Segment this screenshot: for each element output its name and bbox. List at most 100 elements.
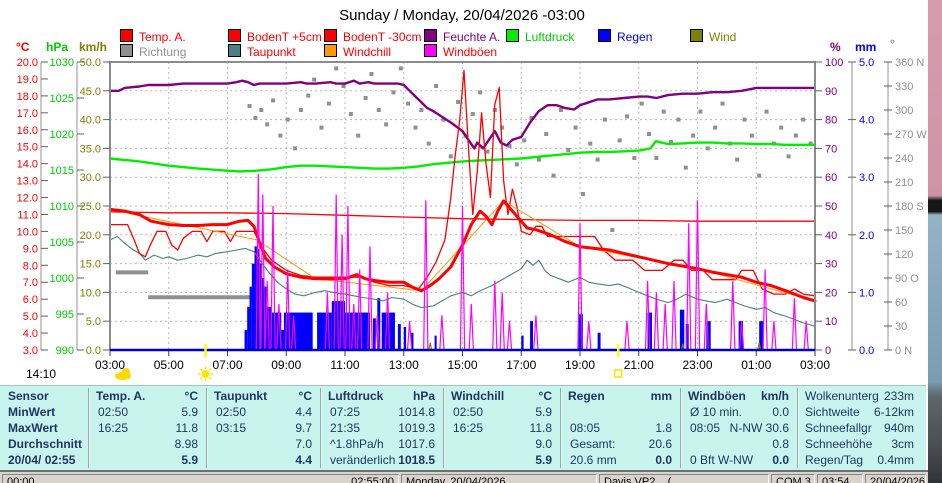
table-cell-value: 4.4 <box>295 405 312 419</box>
table-cell-value: 5.9 <box>181 453 198 467</box>
legend-label: Temp. A. <box>139 30 186 44</box>
svg-text:4.0: 4.0 <box>23 328 38 340</box>
table-cell-value: 1019.3 <box>398 421 435 435</box>
table-col-unit: °C <box>538 389 552 403</box>
series-wind <box>109 342 816 351</box>
svg-text:16.0: 16.0 <box>17 125 38 137</box>
svg-text:35.0: 35.0 <box>80 143 101 155</box>
table-column-divider <box>797 388 798 468</box>
table-cell-time: 0 Bft W-NW <box>690 453 754 467</box>
svg-text:03:00: 03:00 <box>95 358 125 372</box>
table-cell-time: 16:25 <box>98 421 129 435</box>
svg-text:15.0: 15.0 <box>80 259 101 271</box>
table-col-unit: °C <box>184 389 198 403</box>
statusbar-time-range: 00:00 02:55:00 <box>2 474 399 483</box>
svg-text:5.0: 5.0 <box>23 311 38 323</box>
svg-text:20: 20 <box>825 287 837 299</box>
sunshine-cloud-icon <box>115 368 131 380</box>
table-column-divider <box>88 388 89 468</box>
sunshine-duration-label: 14:10 <box>26 367 57 381</box>
table-row-label: 20/04/ 02:55 <box>8 453 76 467</box>
table-cell-value: 1018.5 <box>398 453 435 467</box>
svg-text:80: 80 <box>825 115 837 127</box>
table-cell-value: 0.8 <box>772 437 789 451</box>
table-column-divider <box>443 388 444 468</box>
svg-text:120: 120 <box>895 249 913 261</box>
legend-item-feuchte-a-: Feuchte A. <box>424 29 500 44</box>
table-cell-value: 20.6 <box>648 437 672 451</box>
legend-item-richtung: Richtung <box>120 44 186 59</box>
svg-text:180 S: 180 S <box>895 201 924 213</box>
svg-text:05:00: 05:00 <box>154 358 184 372</box>
table-cell-time: ^1.8hPa/h <box>330 437 384 451</box>
svg-text:15.0: 15.0 <box>17 142 38 154</box>
table-col-header: Windchill <box>451 389 505 403</box>
svg-text:3.0: 3.0 <box>23 345 38 357</box>
svg-text:13:00: 13:00 <box>389 358 419 372</box>
table-cell-time: 02:50 <box>216 405 247 419</box>
legend-label: Taupunkt <box>247 45 296 59</box>
svg-text:30: 30 <box>825 259 837 271</box>
svg-text:50.0: 50.0 <box>80 57 101 69</box>
svg-text:1030: 1030 <box>50 57 74 69</box>
table-col-unit: mm <box>650 389 672 403</box>
svg-text:21:00: 21:00 <box>624 358 654 372</box>
legend-swatch <box>120 44 133 57</box>
svg-text:10.0: 10.0 <box>80 287 101 299</box>
svg-text:0: 0 <box>825 345 831 357</box>
svg-text:300: 300 <box>895 105 913 117</box>
legend-item-temp-a-: Temp. A. <box>120 29 186 44</box>
table-row-label: Durchschnitt <box>8 437 83 451</box>
svg-text:12.0: 12.0 <box>17 193 38 205</box>
series-temp-a- <box>108 199 817 303</box>
legend-item-windchill: Windchill <box>324 44 391 59</box>
svg-text:270 W: 270 W <box>895 129 927 141</box>
info-value: 940m <box>883 421 914 435</box>
table-col-header: Temp. A. <box>96 389 146 403</box>
legend-swatch <box>598 29 611 42</box>
svg-text:8.0: 8.0 <box>23 260 38 272</box>
info-value: 6-12km <box>873 405 914 419</box>
weather-chart-canvas[interactable]: 20.0 19.0 18.0 17.0 16.0 15.0 14.0 13.0 12.0 11.0… <box>0 0 942 400</box>
axis-title-celsius: °C <box>16 40 30 54</box>
svg-text:03:00: 03:00 <box>800 358 830 372</box>
x-axis: 03:00 05:00 07:00 09:00 11:00 13:00 15:00 17:00… <box>95 351 830 372</box>
info-value: 233m <box>883 389 914 403</box>
table-cell-value: 4.4 <box>295 453 312 467</box>
legend-item-bodent-5cm: BodenT +5cm <box>228 29 322 44</box>
series-luftdruck <box>108 139 817 173</box>
legend-swatch <box>424 29 437 42</box>
table-row-label: MinWert <box>8 405 56 419</box>
svg-text:90: 90 <box>825 86 837 98</box>
statusbar-calendar: 20/04/2026 <box>865 474 926 483</box>
table-cell-value: 7.0 <box>295 437 312 451</box>
svg-text:990: 990 <box>56 345 74 357</box>
legend-swatch <box>424 44 437 57</box>
legend-label: Regen <box>617 30 653 44</box>
table-column-divider <box>320 388 321 468</box>
svg-text:45.0: 45.0 <box>80 86 101 98</box>
table-cell-time: 20.6 mm <box>570 453 617 467</box>
svg-text:40.0: 40.0 <box>80 115 101 127</box>
legend-swatch <box>506 29 519 42</box>
table-cell-value: 9.0 <box>535 437 552 451</box>
legend-swatch <box>324 44 337 57</box>
sunset-icon <box>613 369 623 378</box>
info-value: 3cm <box>891 437 914 451</box>
info-label: Regen/Tag <box>805 453 864 467</box>
legend-item-regen: Regen <box>598 29 653 44</box>
info-label: Schneehöhe <box>805 437 873 451</box>
svg-text:1010: 1010 <box>50 201 74 213</box>
table-cell-value: 11.8 <box>175 421 198 435</box>
table-cell-value: 1017.6 <box>398 437 435 451</box>
info-label: Schneefallgr <box>805 421 872 435</box>
info-value: 0.4mm <box>877 453 914 467</box>
table-cell-time: 21:35 <box>330 421 361 435</box>
sunrise-icon <box>197 366 213 382</box>
statusbar-station: Davis VP2 ...(... <box>599 474 769 483</box>
svg-text:11:00: 11:00 <box>330 358 359 372</box>
svg-text:9.0: 9.0 <box>23 243 38 255</box>
svg-text:1005: 1005 <box>50 237 74 249</box>
svg-text:09:00: 09:00 <box>271 358 301 372</box>
